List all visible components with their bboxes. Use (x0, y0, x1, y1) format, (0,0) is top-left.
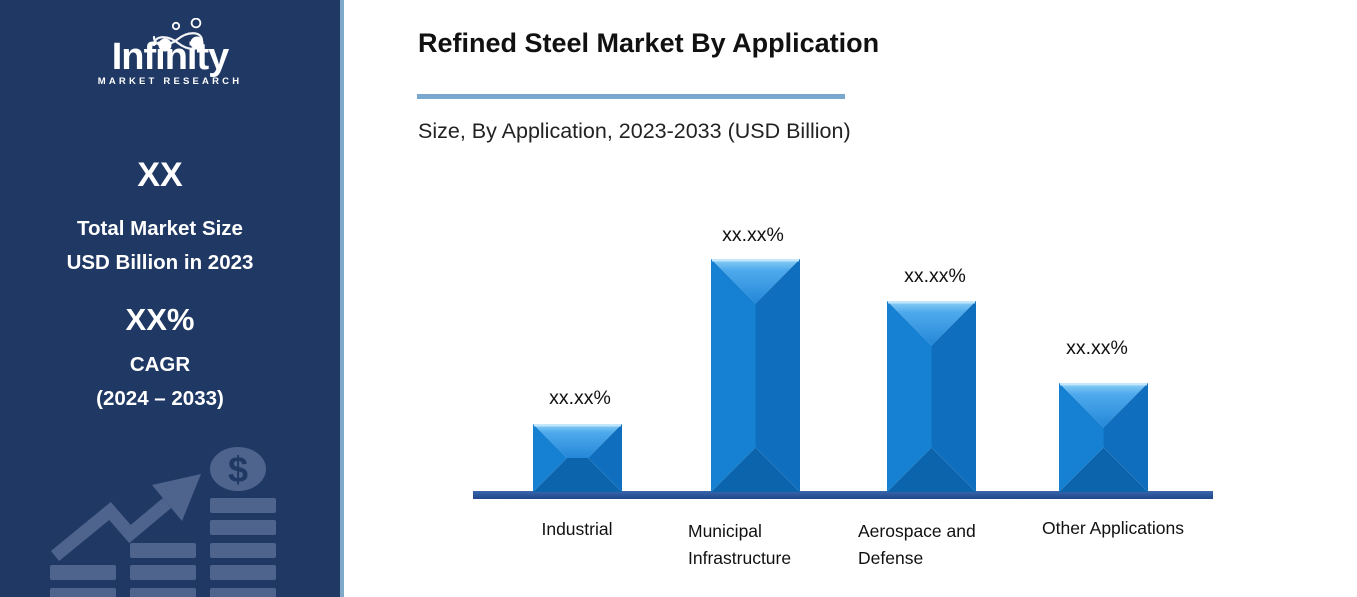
trend-arrow-shaft (50, 498, 172, 562)
loop-bubble-small (171, 21, 181, 31)
page-title: Refined Steel Market By Application (418, 28, 880, 58)
logo-tagline: MARKET RESEARCH (97, 76, 243, 87)
cagr-label: CAGR (129, 353, 191, 376)
category-label-industrial: Industrial (541, 519, 613, 539)
bar-other-applications (1059, 383, 1148, 492)
loop-dot-right (190, 36, 204, 50)
market-size-value: XX (137, 156, 183, 194)
cagr-value: XX% (125, 302, 195, 337)
cagr-period: (2024 – 2033) (96, 387, 224, 410)
category-label-municipal: Municipal Infrastructure (688, 521, 792, 568)
bar-municipal (711, 259, 800, 492)
market-size-line2: USD Billion in 2023 (66, 251, 254, 274)
bar-industrial (533, 424, 622, 492)
value-label-municipal: xx.xx% (722, 224, 784, 246)
category-label-aerospace-and: Aerospace and Defense (858, 521, 976, 568)
logo: Infinity MARKET RESEARCH (0, 14, 340, 102)
dollar-sign: $ (228, 449, 248, 490)
chart-subtitle: Size, By Application, 2023-2033 (USD Bil… (418, 119, 851, 143)
bar-aerospace-and (887, 301, 976, 492)
value-label-other-applications: xx.xx% (1066, 337, 1128, 359)
value-label-industrial: xx.xx% (549, 387, 611, 409)
value-label-aerospace-and: xx.xx% (904, 265, 966, 287)
cagr-caption: CAGR (2024 – 2033) (0, 348, 320, 416)
x-axis-line (473, 491, 1213, 499)
trend-arrow-head (152, 474, 201, 521)
dollar-coin-icon (210, 447, 266, 491)
loop-bubble-large (190, 18, 202, 29)
market-size-stat: XX (0, 156, 320, 194)
title-underline (417, 94, 845, 99)
infinity-loop-icon (152, 18, 204, 52)
growth-chart-decoration: $ (50, 447, 276, 597)
market-size-line1: Total Market Size (77, 217, 243, 240)
category-label-other-applications: Other Applications (1041, 518, 1185, 538)
cagr-stat: XX% (0, 302, 320, 338)
market-size-caption: Total Market Size USD Billion in 2023 (0, 212, 320, 280)
loop-dot-left (158, 38, 172, 52)
sidebar: Infinity MARKET RESEARCH XX Total Market… (0, 0, 344, 597)
logo-wordmark: Infinity (111, 36, 230, 78)
